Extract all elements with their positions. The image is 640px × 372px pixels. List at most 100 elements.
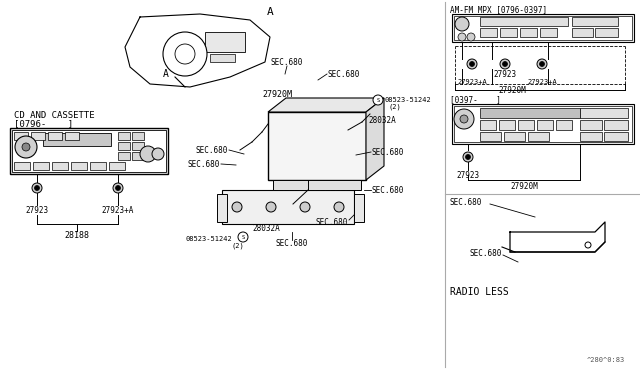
Text: 08523-51242: 08523-51242 [385,97,432,103]
Circle shape [266,202,276,212]
Circle shape [463,152,473,162]
Bar [480,108,580,118]
Bar [480,17,568,26]
Text: 28032A: 28032A [252,224,280,232]
Circle shape [152,148,164,160]
Text: ^280^0:83: ^280^0:83 [587,357,625,363]
Circle shape [35,186,40,190]
Bar [500,28,517,37]
Text: 27923: 27923 [493,70,516,78]
Text: (2): (2) [232,243,244,249]
Text: SEC.680: SEC.680 [271,58,303,67]
Text: SEC.680: SEC.680 [372,148,404,157]
Text: SEC.680: SEC.680 [188,160,220,169]
Circle shape [537,59,547,69]
Circle shape [15,136,37,158]
Bar [480,28,497,37]
Text: RADIO LESS: RADIO LESS [450,287,509,297]
Text: 27923+A: 27923+A [457,79,487,85]
Bar [132,132,144,140]
Bar [132,142,144,150]
Text: S: S [376,97,380,103]
Circle shape [115,186,120,190]
Text: A: A [163,69,169,79]
Text: SEC.680: SEC.680 [276,240,308,248]
Circle shape [175,44,195,64]
Text: 27920M: 27920M [498,86,526,94]
Text: 28188: 28188 [65,231,90,240]
Circle shape [585,242,591,248]
Bar [65,132,79,140]
Circle shape [373,95,383,105]
Circle shape [334,202,344,212]
Bar [454,106,632,142]
Bar [540,28,557,37]
Circle shape [32,183,42,193]
Text: SEC.680: SEC.680 [470,250,502,259]
Circle shape [232,202,242,212]
Circle shape [300,202,310,212]
Text: 27923: 27923 [456,170,479,180]
Text: 27920M: 27920M [510,182,538,190]
Bar [205,32,245,52]
Bar [118,152,130,160]
Bar [12,130,166,172]
Text: SEC.680: SEC.680 [316,218,348,227]
Text: [0397-    ]: [0397- ] [450,96,501,105]
Bar [31,132,45,140]
Bar [580,132,602,141]
Bar [14,162,30,170]
Bar [222,190,354,224]
Polygon shape [268,98,384,112]
Circle shape [467,33,475,41]
Bar [454,16,632,40]
Circle shape [458,33,466,41]
Bar [537,120,553,130]
Bar [33,162,49,170]
Text: SEC.680: SEC.680 [372,186,404,195]
Circle shape [163,32,207,76]
Bar [118,142,130,150]
Bar [118,132,130,140]
Text: 27923+A: 27923+A [527,79,557,85]
Text: 27923+A: 27923+A [102,205,134,215]
Bar [210,54,235,62]
Circle shape [455,17,469,31]
Bar [273,180,361,190]
Bar [452,14,634,42]
Circle shape [22,143,30,151]
Circle shape [140,146,156,162]
Bar [14,132,28,140]
Bar [572,28,593,37]
Circle shape [113,183,123,193]
Bar [604,120,628,130]
Bar [504,132,525,141]
Bar [43,133,111,146]
Bar [48,132,62,140]
Bar [499,120,515,130]
Bar [518,120,534,130]
Circle shape [500,59,510,69]
Bar [480,132,501,141]
Bar [10,128,168,174]
Circle shape [540,61,545,67]
Bar [580,120,602,130]
Text: 27923: 27923 [26,205,49,215]
Circle shape [465,154,470,160]
Bar [354,194,364,222]
Bar [604,132,628,141]
Circle shape [238,232,248,242]
Text: AM-FM MPX [0796-0397]: AM-FM MPX [0796-0397] [450,6,547,15]
Text: (2): (2) [389,104,402,110]
Polygon shape [366,98,384,180]
Bar [132,152,144,160]
Bar [109,162,125,170]
Bar [268,112,366,180]
Circle shape [460,115,468,123]
Bar [480,120,496,130]
Text: SEC.680: SEC.680 [196,145,228,154]
Text: 27920M: 27920M [262,90,292,99]
Bar [595,28,618,37]
Circle shape [502,61,508,67]
Text: SEC.680: SEC.680 [328,70,360,78]
